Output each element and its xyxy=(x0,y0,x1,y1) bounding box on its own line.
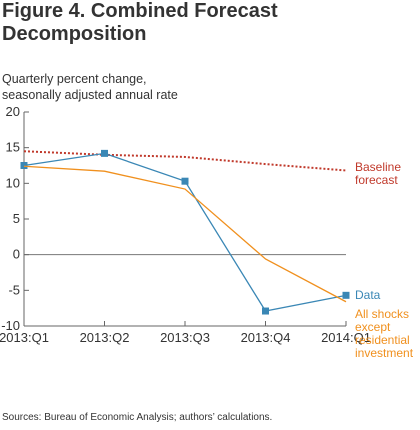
data-point-data xyxy=(20,162,28,169)
x-tick-label: 2014:Q1 xyxy=(321,330,371,345)
series-label-baseline-forecast: forecast xyxy=(355,173,398,187)
data-point-data xyxy=(101,149,108,157)
series-label-all-shocks-except-residential-investment: residential xyxy=(355,333,410,347)
y-tick-label: -5 xyxy=(8,282,20,297)
y-tick-label: 5 xyxy=(13,211,20,226)
chart-title: Figure 4. Combined Forecast Decompositio… xyxy=(2,0,278,45)
series-label-all-shocks-except-residential-investment: except xyxy=(355,320,391,334)
x-tick-label: 2013:Q3 xyxy=(160,330,210,345)
y-axis-title-line-1: Quarterly percent change, xyxy=(2,72,147,86)
data-point-data xyxy=(181,177,189,185)
y-tick-label: 20 xyxy=(6,104,20,119)
series-label-all-shocks-except-residential-investment: All shocks xyxy=(355,307,409,321)
y-tick-label: 0 xyxy=(13,247,20,262)
x-tick-label: 2013:Q1 xyxy=(0,330,49,345)
series-label-all-shocks-except-residential-investment: investment xyxy=(355,346,414,360)
chart-axes: -10 -5 0 5 10 15 20 2013:Q1 2013:Q2 2013:Q3 2013:Q… xyxy=(0,104,371,345)
series-label-data: Data xyxy=(355,288,381,302)
series-line-baseline-forecast xyxy=(23,150,347,172)
source-note: Sources: Bureau of Economic Analysis; au… xyxy=(2,412,273,423)
series-label-baseline-forecast: Baseline xyxy=(355,160,401,174)
y-axis-title-line-2: seasonally adjusted annual rate xyxy=(2,88,178,102)
x-tick-label: 2013:Q4 xyxy=(241,330,291,345)
data-point-data xyxy=(342,291,350,299)
y-tick-label: -10 xyxy=(1,318,20,333)
y-axis-title: Quarterly percent change, seasonally adj… xyxy=(2,71,302,103)
chart-series xyxy=(20,149,350,315)
data-point-data xyxy=(262,307,269,315)
series-line-data xyxy=(23,152,347,312)
x-tick-label: 2013:Q2 xyxy=(80,330,130,345)
y-tick-label: 15 xyxy=(6,140,20,155)
y-tick-label: 10 xyxy=(6,175,20,190)
series-line-all-shocks-except-residential-investment xyxy=(23,165,347,303)
